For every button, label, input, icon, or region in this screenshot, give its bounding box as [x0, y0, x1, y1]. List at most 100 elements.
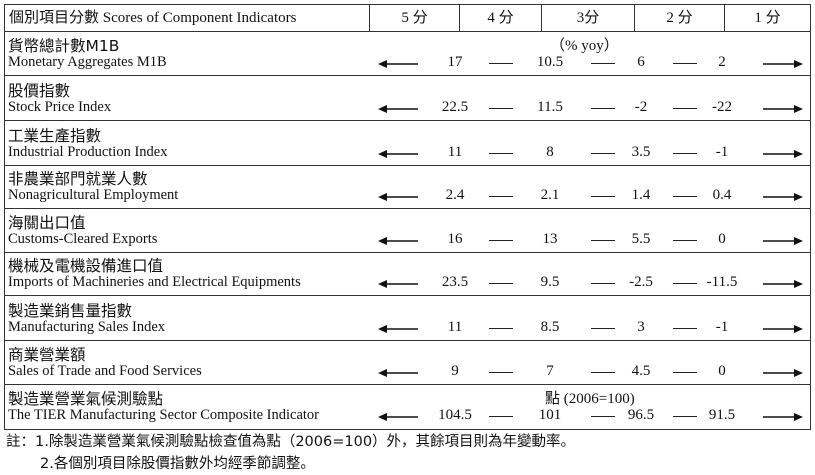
dash-separator [673, 283, 697, 284]
table-row: 製造業營業氣候測驗點 The TIER Manufacturing Sector … [5, 385, 810, 430]
header-score-5: 5 分 [369, 5, 459, 31]
threshold-value: -2 [634, 99, 648, 115]
dash-separator [673, 372, 697, 373]
dash-separator [673, 63, 697, 64]
dash-separator [591, 283, 615, 284]
table-row: 貨幣總計數M1B Monetary Aggregates M1B （% yoy） 17… [5, 32, 810, 76]
threshold-value: 11 [447, 144, 463, 160]
threshold-value: 0.4 [712, 187, 732, 203]
threshold-value: 8 [546, 144, 554, 160]
arrow-left-icon [378, 413, 418, 421]
indicator-name-zh: 貨幣總計數M1B [8, 37, 120, 55]
threshold-value: 17 [447, 54, 463, 70]
table-row: 製造業銷售量指數 Manufacturing Sales Index 11 8.5 3 -… [5, 297, 810, 341]
header-score-1: 1 分 [724, 5, 810, 31]
dash-separator [673, 196, 697, 197]
table-row: 工業生產指數 Industrial Production Index 11 8 3.5 -… [5, 122, 810, 166]
dash-separator [673, 240, 697, 241]
arrow-right-icon [763, 193, 803, 201]
arrow-right-icon [763, 150, 803, 158]
dash-separator [591, 240, 615, 241]
threshold-value: 22.5 [441, 99, 469, 115]
threshold-value: 3.5 [631, 144, 651, 160]
indicator-name-en: Monetary Aggregates M1B [8, 54, 167, 70]
indicator-name-en: Sales of Trade and Food Services [8, 363, 202, 379]
threshold-value: -11.5 [706, 274, 738, 290]
threshold-value: 5.5 [631, 231, 651, 247]
dash-separator [591, 416, 615, 417]
header-indicator: 個別項目分數 Scores of Component Indicators [9, 10, 297, 26]
dash-separator [591, 63, 615, 64]
threshold-value: 7 [546, 363, 554, 379]
dash-separator [489, 416, 513, 417]
indicator-name-zh: 機械及電機設備進口值 [8, 257, 164, 275]
table-header: 個別項目分數 Scores of Component Indicators 5 … [5, 5, 810, 32]
threshold-value: 101 [538, 407, 562, 423]
threshold-value: 0 [718, 363, 726, 379]
arrow-left-icon [378, 193, 418, 201]
dash-separator [489, 240, 513, 241]
arrow-left-icon [378, 325, 418, 333]
threshold-value: 96.5 [627, 407, 655, 423]
threshold-value: -1 [715, 319, 729, 335]
dash-separator [591, 108, 615, 109]
indicator-name-zh: 商業營業額 [8, 346, 86, 364]
dash-separator [673, 328, 697, 329]
threshold-value: 16 [447, 231, 463, 247]
threshold-value: 9.5 [540, 274, 560, 290]
note-1: 註：1.除製造業營業氣候測驗點檢查值為點（2006=100）外，其餘項目則為年變… [6, 434, 576, 450]
unit-label: 點 (2006=100) [545, 391, 635, 407]
indicator-name-en: Imports of Machineries and Electrical Eq… [8, 274, 301, 290]
dash-separator [591, 196, 615, 197]
threshold-value: 6 [637, 54, 645, 70]
dash-separator [489, 63, 513, 64]
dash-separator [591, 153, 615, 154]
dash-separator [489, 153, 513, 154]
dash-separator [673, 153, 697, 154]
arrow-right-icon [763, 280, 803, 288]
indicator-name-zh: 非農業部門就業人數 [8, 170, 148, 188]
arrow-left-icon [378, 150, 418, 158]
arrow-right-icon [763, 60, 803, 68]
dash-separator [489, 108, 513, 109]
header-score-3: 3分 [541, 5, 634, 31]
dash-separator [489, 372, 513, 373]
note-2: 2.各個別項目除股價指數外均經季節調整。 [40, 456, 315, 472]
threshold-value: 8.5 [540, 319, 560, 335]
threshold-value: 2.4 [445, 187, 465, 203]
indicator-name-zh: 工業生產指數 [8, 127, 102, 145]
threshold-value: 1.4 [631, 187, 651, 203]
indicator-name-en: Stock Price Index [8, 99, 112, 115]
header-score-2: 2 分 [634, 5, 724, 31]
indicator-name-zh: 海關出口值 [8, 214, 86, 232]
dash-separator [591, 372, 615, 373]
threshold-value: 3 [637, 319, 645, 335]
threshold-value: 2.1 [540, 187, 560, 203]
arrow-right-icon [763, 413, 803, 421]
threshold-value: 23.5 [441, 274, 469, 290]
arrow-right-icon [763, 237, 803, 245]
arrow-right-icon [763, 325, 803, 333]
threshold-value: 9 [451, 363, 459, 379]
indicator-name-en: Nonagricultural Employment [8, 187, 179, 203]
dash-separator [673, 108, 697, 109]
threshold-value: 4.5 [631, 363, 651, 379]
dash-separator [489, 328, 513, 329]
threshold-value: 91.5 [708, 407, 736, 423]
threshold-value: 2 [718, 54, 726, 70]
threshold-value: 11.5 [537, 99, 563, 115]
dash-separator [489, 196, 513, 197]
indicator-name-zh: 製造業營業氣候測驗點 [8, 390, 164, 408]
arrow-left-icon [378, 237, 418, 245]
threshold-value: 10.5 [536, 54, 564, 70]
table-row: 海關出口值 Customs-Cleared Exports 16 13 5.5 0 [5, 209, 810, 253]
indicator-name-en: Customs-Cleared Exports [8, 231, 158, 247]
threshold-value: 104.5 [438, 407, 472, 423]
arrow-left-icon [378, 105, 418, 113]
header-score-4: 4 分 [459, 5, 541, 31]
arrow-right-icon [763, 105, 803, 113]
table-row: 機械及電機設備進口值 Imports of Machineries and Ele… [5, 252, 810, 296]
indicator-name-en: Manufacturing Sales Index [8, 319, 166, 335]
threshold-value: 13 [542, 231, 558, 247]
dash-separator [591, 328, 615, 329]
